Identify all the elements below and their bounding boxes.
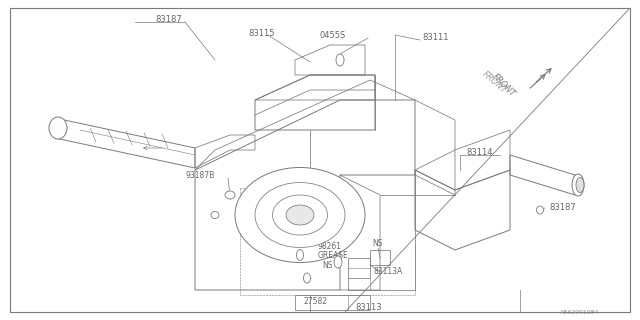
Text: 0455S: 0455S <box>320 30 346 39</box>
Ellipse shape <box>273 195 328 235</box>
Ellipse shape <box>336 54 344 66</box>
Ellipse shape <box>296 250 303 260</box>
Ellipse shape <box>211 212 219 219</box>
Ellipse shape <box>572 174 584 196</box>
Ellipse shape <box>286 205 314 225</box>
Text: 83187: 83187 <box>549 203 576 212</box>
Text: 27582: 27582 <box>303 298 327 307</box>
Text: GREASE: GREASE <box>318 252 349 260</box>
Text: NS: NS <box>372 238 383 247</box>
Ellipse shape <box>255 182 345 247</box>
Text: 0455S: 0455S <box>278 213 302 222</box>
Ellipse shape <box>235 167 365 262</box>
Text: FRONT: FRONT <box>490 72 516 98</box>
Ellipse shape <box>576 178 584 193</box>
Ellipse shape <box>334 256 342 268</box>
Ellipse shape <box>303 273 310 283</box>
Text: 83113A: 83113A <box>373 268 403 276</box>
Text: FRONT: FRONT <box>480 69 508 95</box>
Text: 93187B: 93187B <box>185 171 214 180</box>
Text: 83115: 83115 <box>248 28 275 37</box>
Text: 83114: 83114 <box>466 148 493 156</box>
Text: 83113: 83113 <box>355 303 381 313</box>
Text: NS: NS <box>322 260 333 269</box>
Text: A832001084: A832001084 <box>560 309 600 315</box>
Text: 98261: 98261 <box>318 242 342 251</box>
Ellipse shape <box>536 206 543 214</box>
Ellipse shape <box>225 191 235 199</box>
Text: 83111: 83111 <box>422 33 449 42</box>
Text: 83187: 83187 <box>155 14 182 23</box>
Ellipse shape <box>49 117 67 139</box>
